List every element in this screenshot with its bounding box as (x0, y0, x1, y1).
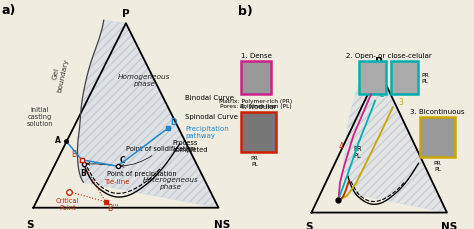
Text: Binodal Curve: Binodal Curve (185, 95, 234, 101)
Text: A: A (55, 136, 61, 144)
Text: B': B' (71, 149, 79, 158)
Text: 2. Open- or close-celular: 2. Open- or close-celular (346, 53, 431, 59)
Text: 1: 1 (374, 83, 379, 92)
Text: 3: 3 (398, 97, 403, 106)
Bar (420, 118, 455, 157)
Text: S: S (26, 219, 33, 229)
Bar (359, 62, 386, 95)
Text: 2: 2 (379, 89, 384, 98)
Text: Homogeneous
phase: Homogeneous phase (118, 74, 171, 87)
Bar (392, 62, 419, 95)
Text: PR
PL: PR PL (421, 73, 429, 84)
Text: B: B (80, 168, 86, 177)
Text: Initial
casting
solution: Initial casting solution (27, 107, 53, 127)
Text: Gel
boundary: Gel boundary (49, 56, 69, 92)
Text: Spinodal Curve: Spinodal Curve (185, 114, 238, 120)
Text: Heterogeneous
phase: Heterogeneous phase (143, 176, 198, 189)
Text: 4. Nodular: 4. Nodular (240, 104, 277, 110)
Text: b): b) (238, 5, 253, 18)
Text: 1. Dense: 1. Dense (240, 53, 272, 59)
Text: Point of solidification: Point of solidification (121, 146, 196, 167)
Text: S: S (305, 221, 312, 229)
Bar (241, 62, 271, 95)
Text: NS: NS (214, 219, 230, 229)
Text: 4: 4 (339, 142, 344, 150)
Text: Matrix: Polymer-rich (PR)
Pores: Polymer-lean (PL): Matrix: Polymer-rich (PR) Pores: Polymer… (219, 98, 292, 109)
Text: C: C (119, 156, 125, 165)
Text: D: D (170, 118, 177, 127)
Text: Critical
Point: Critical Point (56, 197, 79, 210)
Text: 3. Bicontinuous: 3. Bicontinuous (410, 109, 465, 114)
Text: Precipitation
pathway: Precipitation pathway (185, 125, 229, 138)
Text: Tie-line: Tie-line (104, 178, 129, 184)
Text: Point of precipitation: Point of precipitation (87, 163, 177, 176)
Text: NS: NS (441, 221, 458, 229)
Text: P: P (375, 57, 383, 67)
Text: PR
PL: PR PL (434, 160, 441, 171)
Text: Process
completed: Process completed (172, 140, 208, 153)
Text: PR
PL: PR PL (251, 155, 258, 166)
Text: P: P (122, 9, 130, 19)
Text: B''': B''' (108, 203, 119, 212)
Text: a): a) (2, 4, 16, 17)
Polygon shape (344, 69, 447, 213)
Bar (241, 113, 276, 152)
Polygon shape (77, 21, 219, 208)
Text: PR
PL: PR PL (354, 146, 362, 159)
